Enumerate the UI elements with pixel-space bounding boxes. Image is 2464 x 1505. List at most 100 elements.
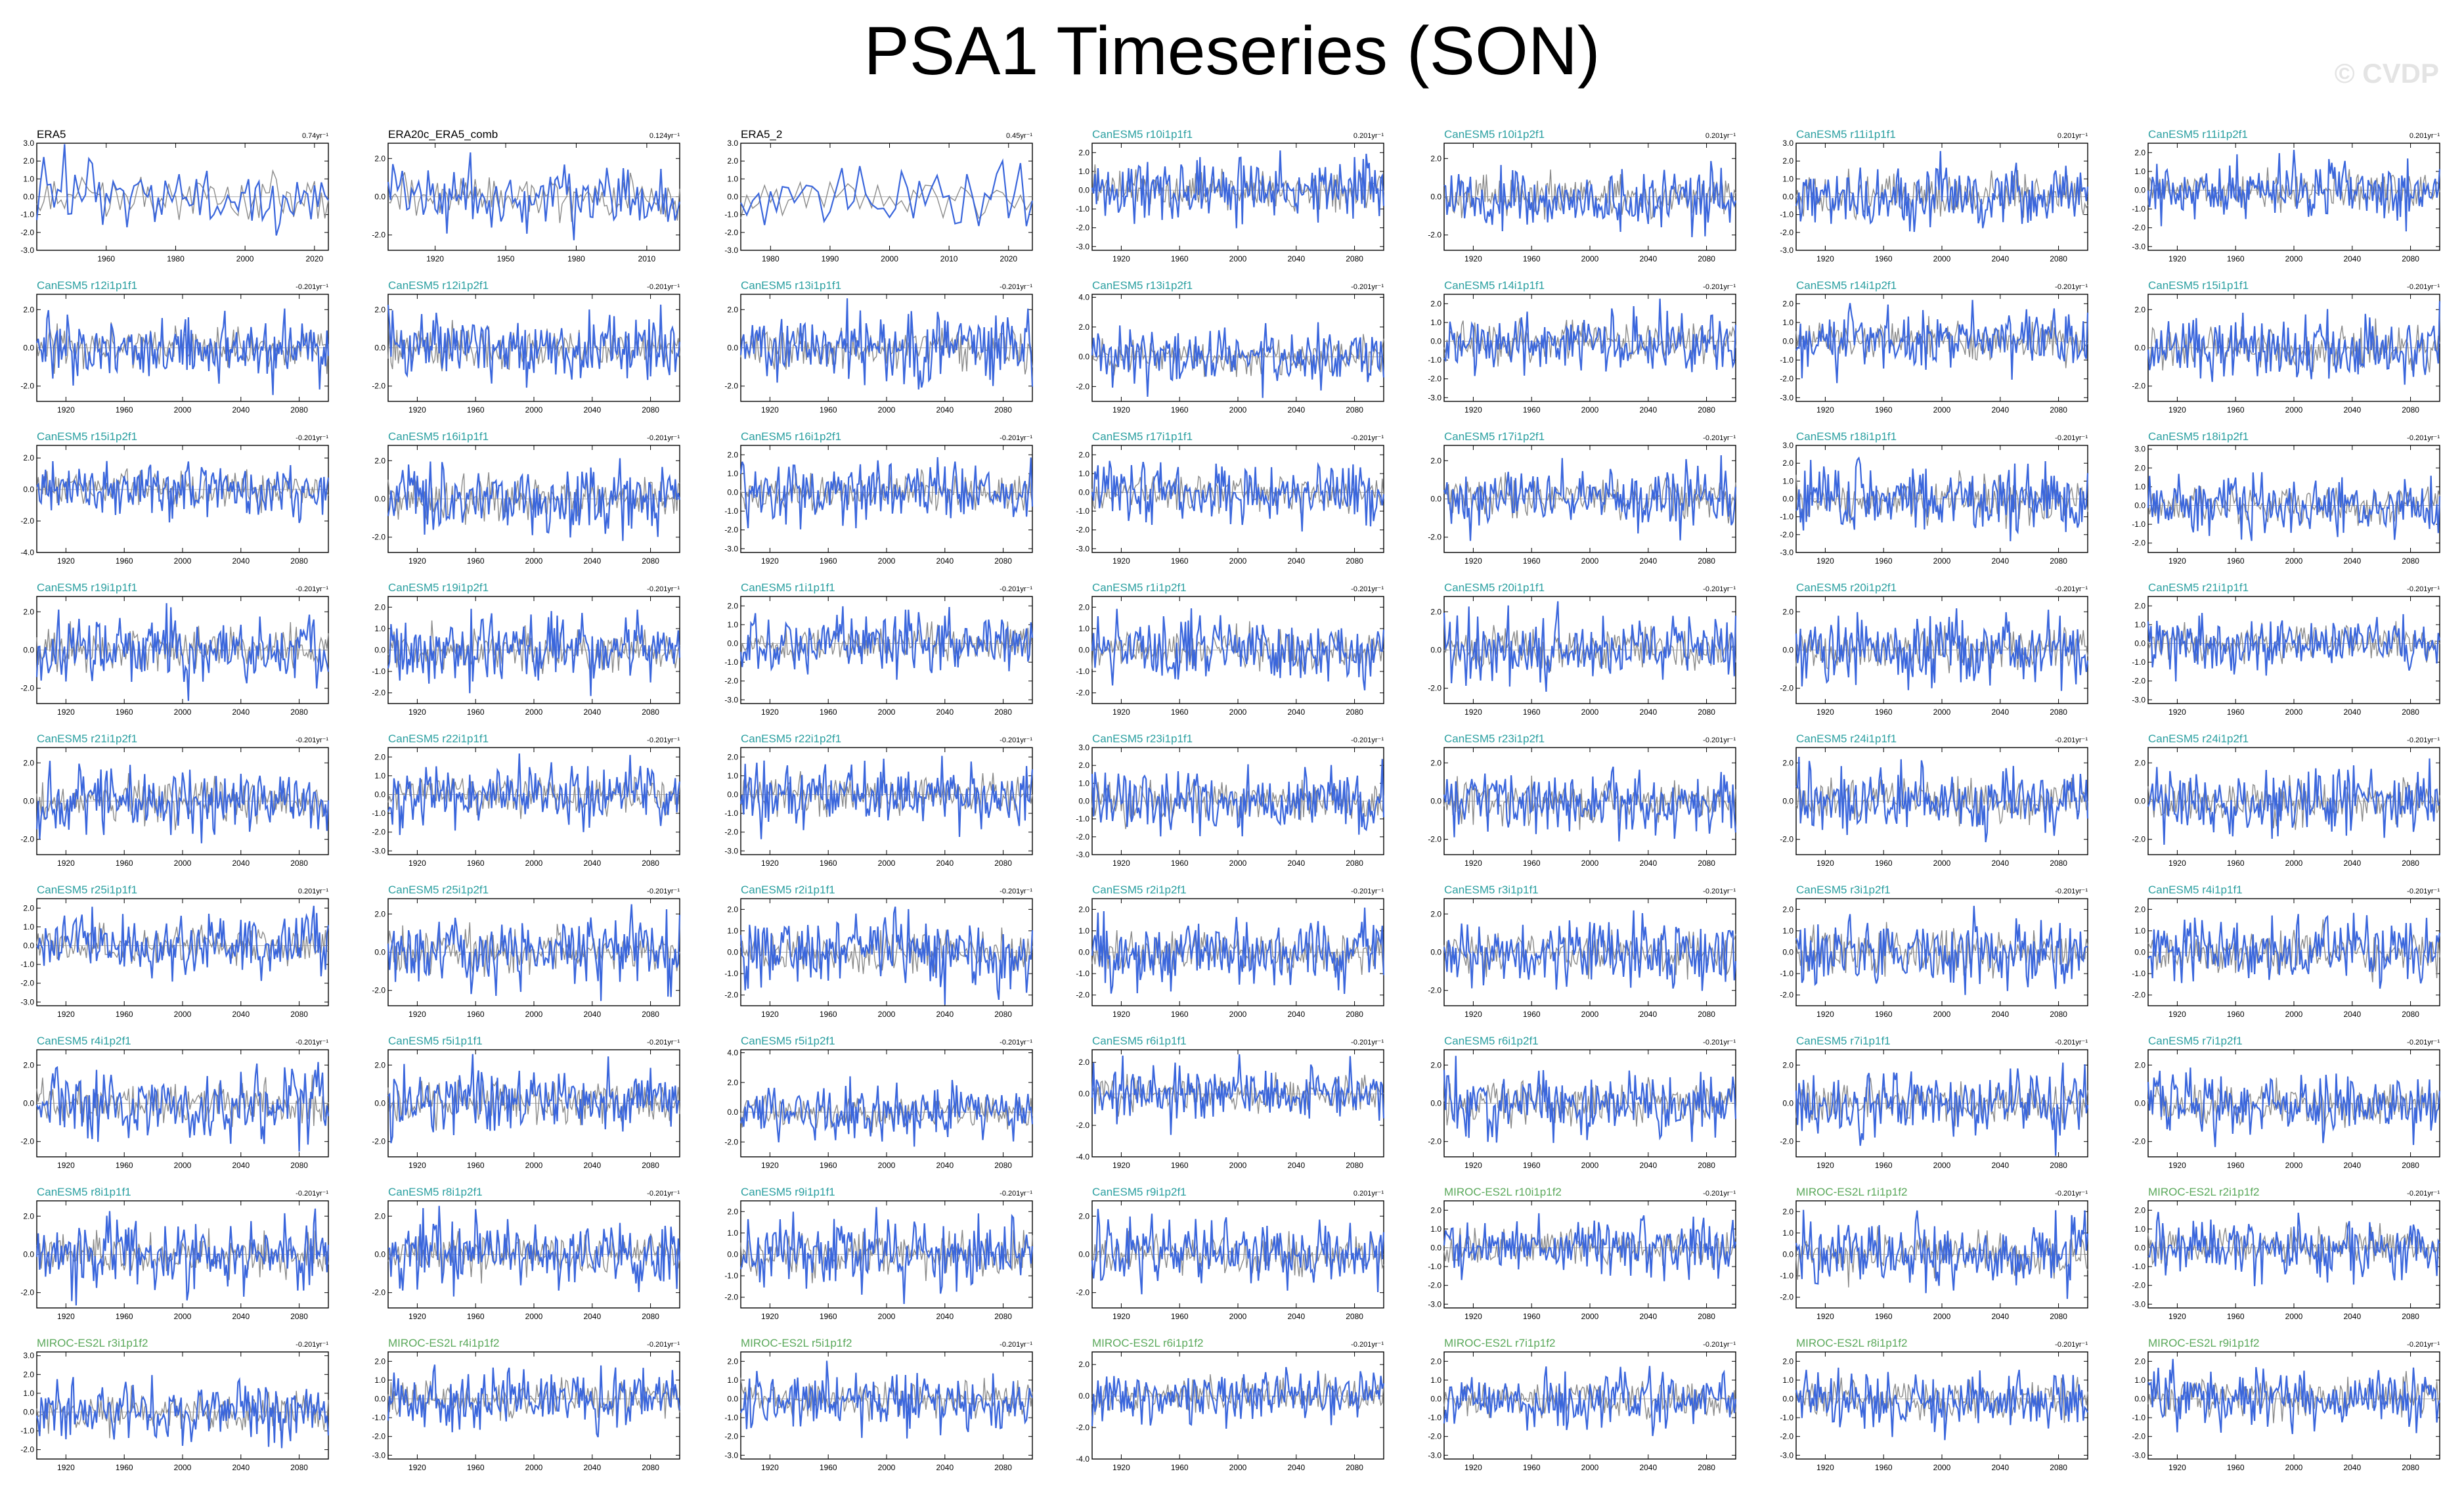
x-tick-label: 2080 — [994, 859, 1012, 868]
y-tick-label: 2.0 — [2134, 305, 2145, 314]
x-tick-label: 2000 — [1229, 1161, 1247, 1170]
y-tick-label: 0.0 — [374, 495, 385, 504]
x-tick-label: 1920 — [1112, 254, 1130, 263]
panel-58: MIROC-ES2L r4i1p1f2 -0.201yr⁻¹ 2.0 1.0 0.0 -1… — [372, 1337, 681, 1472]
panel-33: CanESM5 r23i1p2f1 -0.201yr⁻¹ 2.0 0.0 -2.0 192… — [1428, 732, 1737, 868]
x-tick-label: 1960 — [1875, 1463, 1893, 1472]
y-tick-label: -2.0 — [724, 828, 738, 837]
y-tick-label: 0.0 — [2134, 344, 2145, 353]
y-tick-label: -1.0 — [1076, 204, 1089, 213]
x-tick-label: 1920 — [57, 1010, 75, 1019]
x-tick-label: 2000 — [1229, 1010, 1247, 1019]
x-tick-label: 1960 — [116, 708, 133, 717]
x-tick-label: 1920 — [2168, 1161, 2186, 1170]
x-tick-label: 2000 — [525, 1463, 543, 1472]
panel-49: CanESM5 r7i1p2f1 -0.201yr⁻¹ 2.0 0.0 -2.0 1920… — [2132, 1035, 2441, 1170]
x-tick-label: 2080 — [1698, 556, 1715, 566]
y-tick-label: 1.0 — [1782, 174, 1793, 183]
panel-trend-label: -0.201yr⁻¹ — [1351, 736, 1384, 744]
y-tick-label: -1.0 — [2132, 658, 2145, 667]
x-tick-label: 1960 — [116, 1010, 133, 1019]
panel-trend-label: -0.201yr⁻¹ — [1703, 1039, 1736, 1046]
y-tick-label: -2.0 — [1428, 835, 1441, 844]
panel-title: CanESM5 r25i1p2f1 — [388, 884, 489, 896]
y-tick-label: 2.0 — [1078, 323, 1089, 332]
panel-56: MIROC-ES2L r2i1p1f2 -0.201yr⁻¹ 2.0 1.0 0.0 -1… — [2132, 1186, 2440, 1321]
x-tick-label: 2040 — [583, 405, 601, 415]
x-tick-label: 1960 — [1171, 1312, 1189, 1321]
x-tick-label: 1960 — [820, 708, 837, 717]
x-tick-label: 2080 — [994, 556, 1012, 566]
panel-48: CanESM5 r7i1p1f1 -0.201yr⁻¹ 2.0 0.0 -2.0 1920… — [1780, 1035, 2089, 1170]
panel-trend-label: -0.201yr⁻¹ — [1703, 887, 1736, 895]
panel-29: CanESM5 r21i1p2f1 -0.201yr⁻¹ 2.0 0.0 -2.0 192… — [20, 732, 330, 868]
y-tick-label: 2.0 — [1430, 1060, 1441, 1069]
y-tick-label: 1.0 — [374, 771, 385, 780]
y-tick-label: -2.0 — [1780, 228, 1793, 237]
x-tick-label: 1920 — [2168, 1312, 2186, 1321]
panel-title: MIROC-ES2L r3i1p1f2 — [37, 1337, 148, 1349]
x-tick-label: 2080 — [642, 405, 659, 415]
x-tick-label: 2000 — [525, 1161, 543, 1170]
x-tick-label: 1960 — [2227, 859, 2245, 868]
panel-50: CanESM5 r8i1p1f1 -0.201yr⁻¹ 2.0 0.0 -2.0 1920… — [20, 1186, 330, 1321]
y-tick-label: 1.0 — [2134, 620, 2145, 629]
y-tick-label: 0.0 — [1430, 948, 1441, 957]
y-tick-label: 0.0 — [2134, 948, 2145, 957]
y-tick-label: -1.0 — [1780, 1413, 1793, 1422]
panel-trend-label: 0.45yr⁻¹ — [1006, 132, 1032, 140]
y-tick-label: -1.0 — [1780, 512, 1793, 522]
y-tick-label: 0.0 — [1078, 352, 1089, 361]
panel-title: CanESM5 r25i1p1f1 — [37, 884, 137, 896]
x-tick-label: 2080 — [994, 1463, 1012, 1472]
y-tick-label: 0.0 — [1782, 948, 1793, 957]
panel-trend-label: -0.201yr⁻¹ — [1703, 283, 1736, 291]
y-tick-label: -1.0 — [372, 667, 385, 676]
x-tick-label: 1990 — [822, 254, 839, 263]
y-tick-label: 2.0 — [1430, 909, 1441, 918]
y-tick-label: -1.0 — [724, 969, 738, 978]
x-tick-label: 1920 — [57, 556, 75, 566]
x-tick-label: 2040 — [2343, 556, 2361, 566]
x-tick-label: 1920 — [408, 556, 426, 566]
x-tick-label: 2000 — [1229, 556, 1247, 566]
y-tick-label: 1.0 — [23, 1389, 34, 1398]
panel-trend-label: -0.201yr⁻¹ — [296, 585, 328, 593]
y-tick-label: -1.0 — [2132, 520, 2145, 529]
panel-title: CanESM5 r11i1p1f1 — [1796, 128, 1896, 141]
panel-34: CanESM5 r24i1p1f1 -0.201yr⁻¹ 2.0 0.0 -2.0 192… — [1780, 732, 2089, 868]
panel-title: MIROC-ES2L r5i1p1f2 — [741, 1337, 852, 1349]
y-tick-label: 0.0 — [1782, 1394, 1793, 1403]
y-tick-label: -1.0 — [1076, 506, 1089, 516]
panel-trend-label: -0.201yr⁻¹ — [2407, 1190, 2440, 1198]
x-tick-label: 2040 — [232, 1463, 250, 1472]
pc-timeseries-line — [740, 158, 1034, 227]
panel-title: ERA5 — [37, 128, 66, 141]
x-tick-label: 1920 — [1816, 1010, 1834, 1019]
x-tick-label: 1960 — [1875, 708, 1893, 717]
panel-11: CanESM5 r13i1p2f1 -0.201yr⁻¹ 4.0 2.0 0.0 -2.0… — [1076, 279, 1385, 415]
y-tick-label: -2.0 — [724, 1293, 738, 1302]
x-tick-label: 1960 — [820, 1161, 837, 1170]
x-tick-label: 2080 — [1698, 254, 1715, 263]
x-tick-label: 2080 — [2402, 1312, 2419, 1321]
panel-trend-label: 0.201yr⁻¹ — [298, 887, 328, 895]
y-tick-label: -2.0 — [724, 382, 738, 391]
pc-timeseries-line — [1443, 910, 1737, 991]
y-tick-label: 2.0 — [374, 1060, 385, 1069]
y-tick-label: -2.0 — [1780, 1432, 1793, 1441]
y-tick-label: 2.0 — [727, 1078, 738, 1087]
reference-series-line — [1795, 1226, 2088, 1288]
panel-46: CanESM5 r6i1p1f1 -0.201yr⁻¹ 2.0 0.0 -2.0 -4.0… — [1076, 1035, 1385, 1170]
x-tick-label: 1920 — [761, 1463, 779, 1472]
y-tick-label: -4.0 — [20, 548, 34, 557]
pc-timeseries-line — [1795, 1062, 2089, 1156]
x-tick-label: 2040 — [1991, 1312, 2009, 1321]
y-tick-label: -2.0 — [1428, 684, 1441, 693]
cvdp-watermark: © CVDP — [2334, 58, 2439, 89]
panel-title: CanESM5 r20i1p1f1 — [1444, 581, 1545, 594]
y-tick-label: 0.0 — [23, 1408, 34, 1417]
panel-26: CanESM5 r20i1p1f1 -0.201yr⁻¹ 2.0 0.0 -2.0 192… — [1428, 581, 1737, 717]
x-tick-label: 2040 — [1991, 1010, 2009, 1019]
y-tick-label: 0.0 — [727, 639, 738, 648]
